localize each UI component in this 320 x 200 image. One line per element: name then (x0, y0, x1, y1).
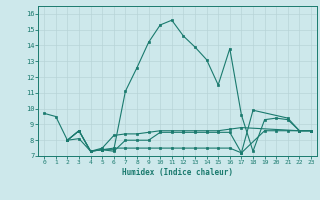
X-axis label: Humidex (Indice chaleur): Humidex (Indice chaleur) (122, 168, 233, 177)
